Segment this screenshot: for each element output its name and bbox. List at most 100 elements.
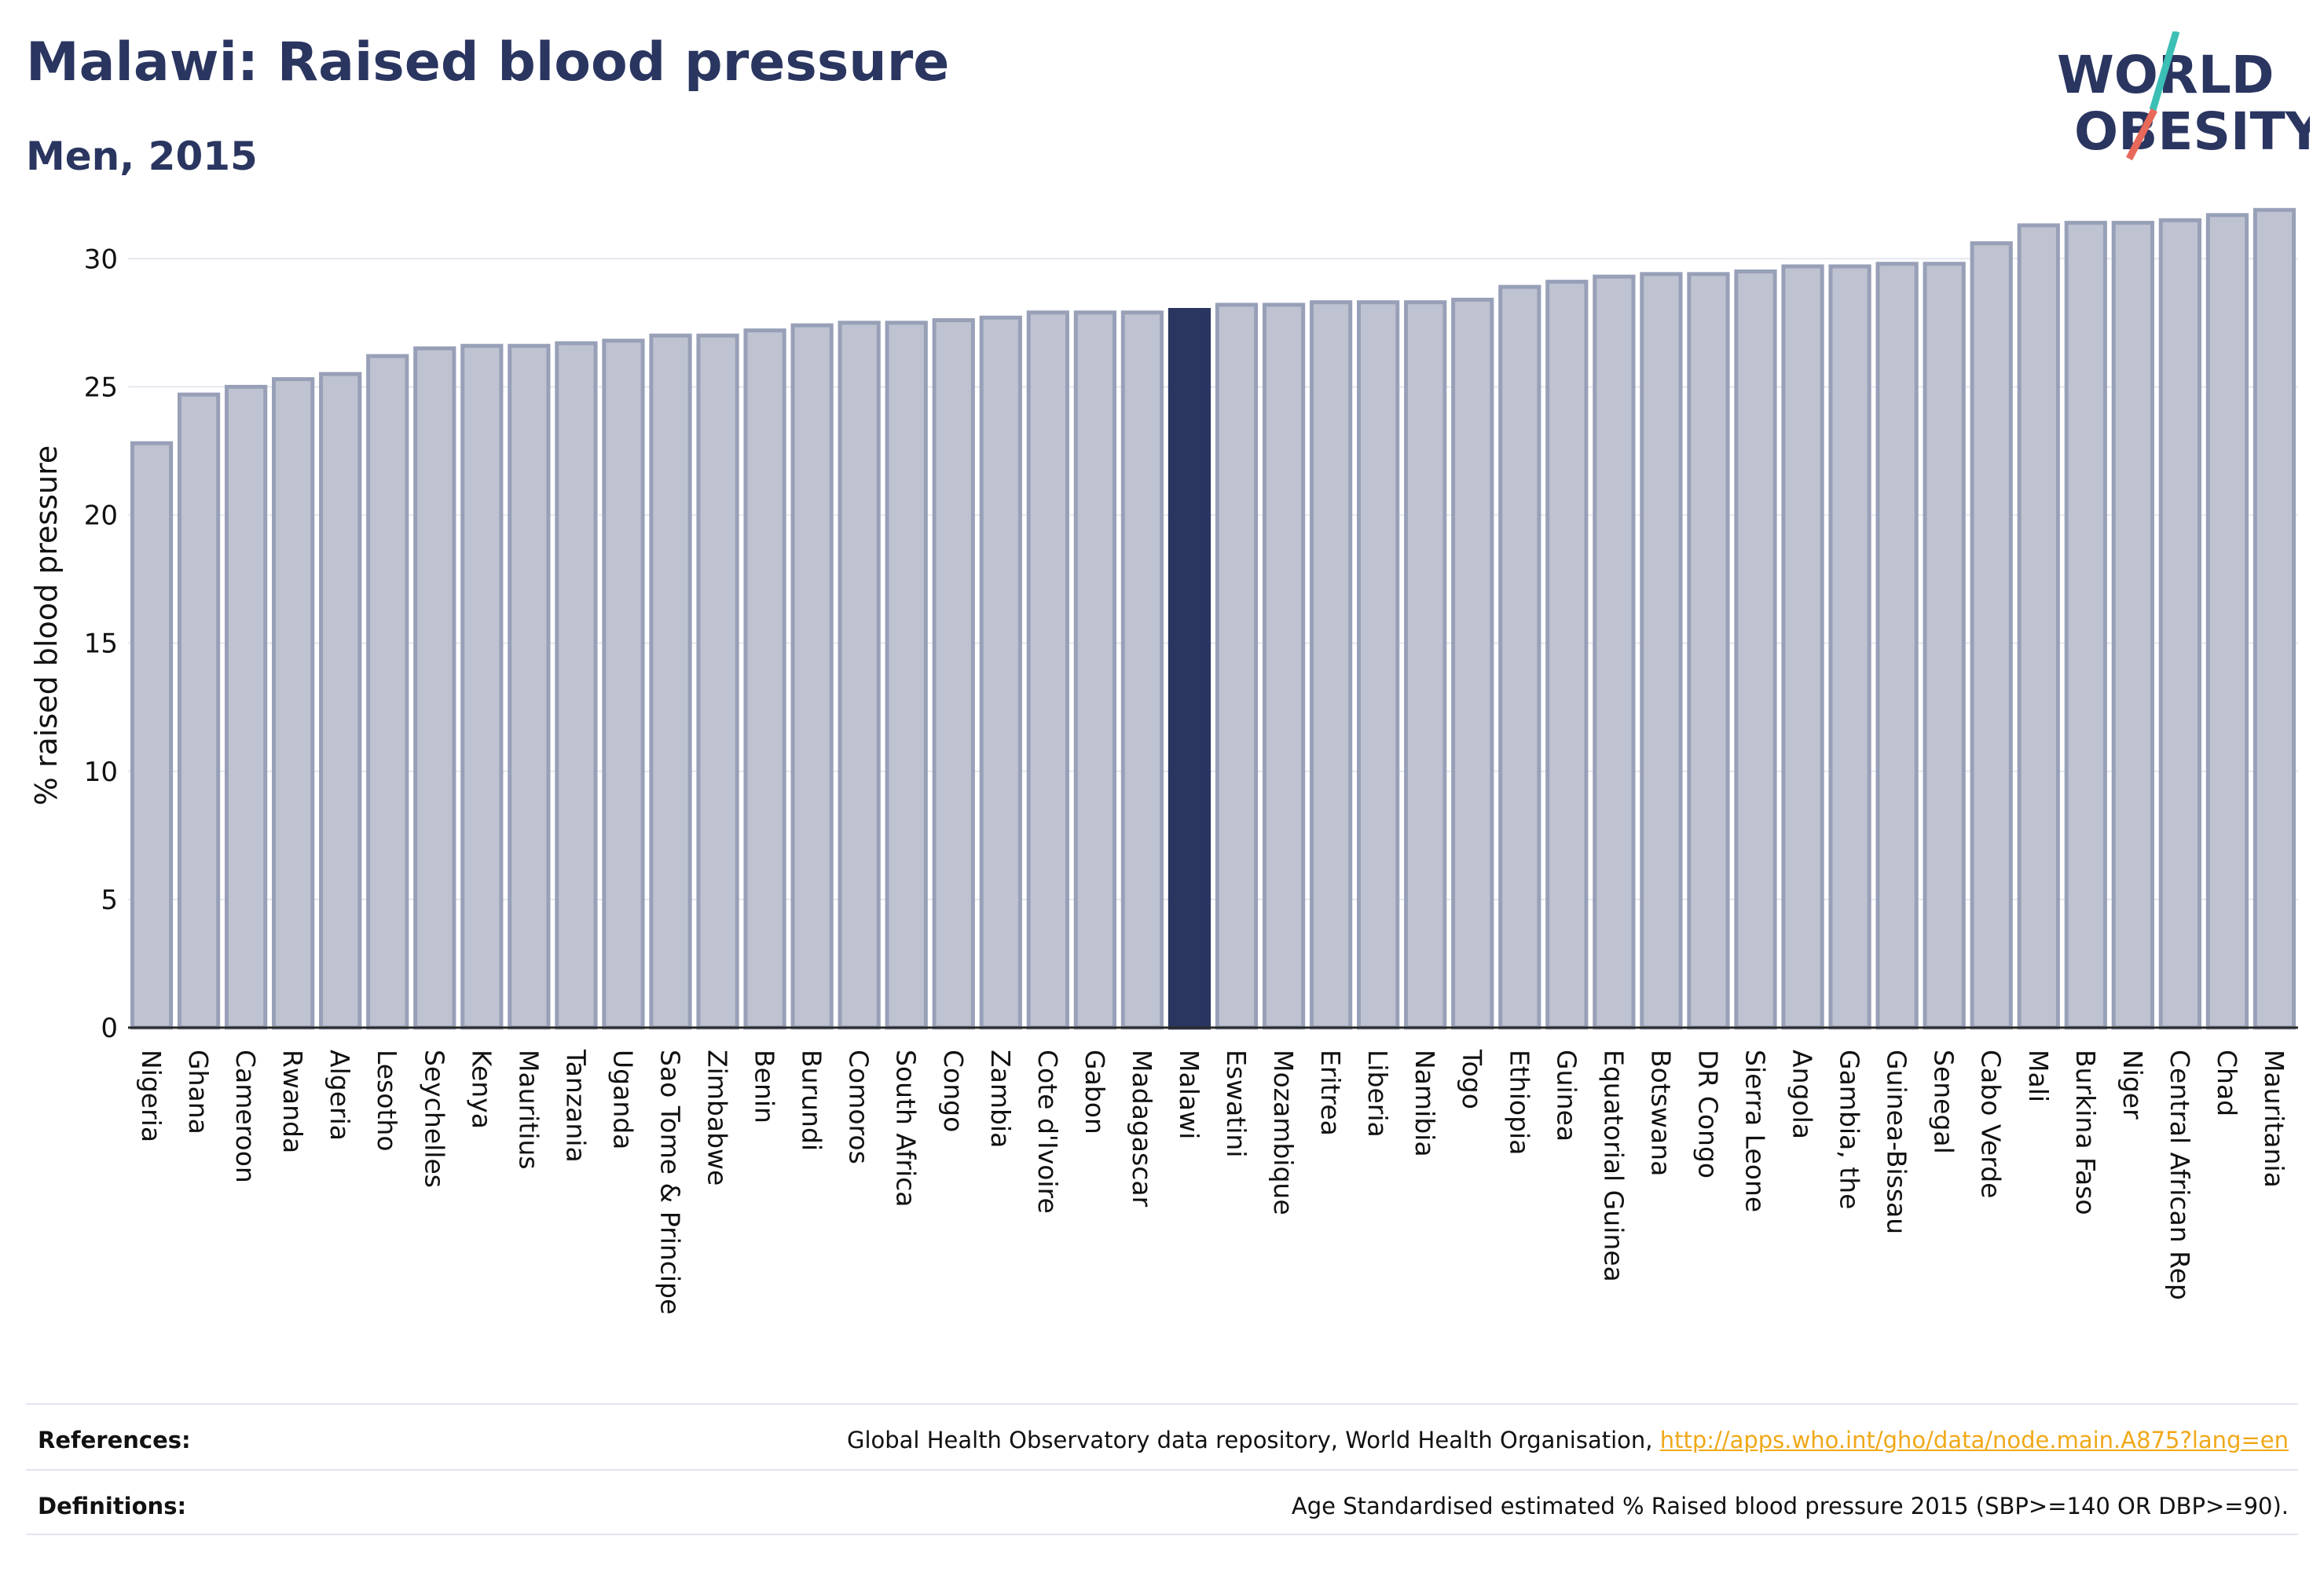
bar <box>1404 300 1447 1030</box>
bar <box>696 333 739 1030</box>
x-tick-label: Guinea <box>1551 1050 1582 1142</box>
bar <box>177 392 221 1030</box>
bar <box>555 341 598 1030</box>
bar <box>979 315 1022 1030</box>
bar <box>1781 264 1824 1030</box>
x-tick-label: Sao Tome & Principe <box>655 1050 686 1314</box>
bar <box>130 441 174 1030</box>
y-tick-label: 25 <box>84 372 118 403</box>
bar <box>1593 274 1636 1030</box>
y-tick-label: 15 <box>84 629 118 660</box>
x-tick-label: Gabon <box>1080 1050 1110 1134</box>
x-tick-label: Mozambique <box>1268 1050 1299 1215</box>
bar <box>1923 262 1966 1030</box>
x-tick-label: Congo <box>938 1050 969 1132</box>
bar <box>602 339 645 1030</box>
x-tick-label: Eswatini <box>1221 1050 1252 1157</box>
x-tick-label: Rwanda <box>277 1050 308 1153</box>
x-tick-label: Burundi <box>797 1050 827 1151</box>
x-tick-label: Mali <box>2023 1050 2054 1102</box>
bar <box>838 321 881 1030</box>
x-tick-label: Gambia, the <box>1835 1050 1865 1209</box>
bar <box>932 318 975 1030</box>
chart-title: Malawi: Raised blood pressure <box>26 31 950 93</box>
y-tick-label: 5 <box>101 885 118 916</box>
x-tick-label: Cabo Verde <box>1976 1050 2007 1198</box>
bar <box>743 328 786 1030</box>
x-tick-label: Central African Rep <box>2165 1050 2195 1300</box>
y-axis-label: % raised blood pressure <box>29 445 64 806</box>
bar <box>2158 218 2202 1030</box>
logo-slash-teal <box>2149 31 2180 112</box>
x-tick-label: Kenya <box>466 1050 497 1129</box>
x-tick-label: Angola <box>1787 1050 1818 1139</box>
x-tick-label: Algeria <box>324 1050 355 1141</box>
bar <box>224 384 268 1030</box>
x-tick-label: Botswana <box>1645 1050 1676 1176</box>
footer-divider-middle <box>26 1469 2298 1471</box>
x-tick-label: Nigeria <box>136 1050 167 1142</box>
x-tick-label: Lesotho <box>372 1050 402 1152</box>
references-label: References: <box>38 1427 191 1453</box>
bar <box>2205 213 2249 1030</box>
x-tick-label: Ethiopia <box>1504 1050 1534 1155</box>
x-tick-label: Uganda <box>607 1050 638 1149</box>
x-tick-label: Burkina Faso <box>2070 1050 2101 1215</box>
references-text: Global Health Observatory data repositor… <box>847 1427 2289 1453</box>
bar <box>413 346 456 1030</box>
x-tick-label: Cote d'Ivoire <box>1032 1050 1063 1214</box>
bar <box>1687 272 1730 1030</box>
references-source: Global Health Observatory data repositor… <box>846 1427 1653 1453</box>
bar <box>319 372 362 1030</box>
bar <box>2111 221 2154 1030</box>
bar <box>1640 272 1683 1030</box>
x-tick-label: Madagascar <box>1127 1050 1157 1208</box>
chart-subtitle: Men, 2015 <box>26 134 258 179</box>
y-tick-label: 10 <box>84 757 118 788</box>
world-obesity-logo: WORLD OBESITY <box>2057 31 2310 162</box>
bar <box>366 354 409 1030</box>
logo-line2: OBESITY <box>2074 101 2310 162</box>
x-tick-label: Ghana <box>183 1050 214 1134</box>
x-tick-label: Eritrea <box>1315 1050 1346 1136</box>
bar <box>1357 300 1400 1030</box>
y-tick-label: 0 <box>101 1013 118 1044</box>
logo-slash-red <box>2126 108 2157 161</box>
x-tick-label: Equatorial Guinea <box>1598 1050 1629 1282</box>
bar <box>1545 280 1589 1030</box>
footer-divider-top <box>26 1403 2298 1405</box>
bar <box>1309 300 1353 1030</box>
bar-highlight <box>1167 308 1211 1030</box>
x-tick-label: Tanzania <box>560 1049 591 1163</box>
footer-divider-bottom <box>26 1534 2298 1535</box>
x-tick-label: Zimbabwe <box>702 1050 733 1186</box>
bar <box>1073 310 1117 1030</box>
x-tick-label: Namibia <box>1409 1050 1440 1157</box>
y-tick-label: 20 <box>84 500 118 532</box>
x-tick-label: DR Congo <box>1692 1050 1723 1178</box>
x-tick-label: Senegal <box>1929 1050 1959 1154</box>
bar <box>1734 269 1777 1030</box>
x-tick-label: Guinea-Bissau <box>1882 1050 1912 1234</box>
x-tick-label: Chad <box>2212 1050 2242 1116</box>
definitions-text: Age Standardised estimated % Raised bloo… <box>1291 1493 2289 1519</box>
bar <box>1451 297 1494 1030</box>
x-tick-label: South Africa <box>891 1050 922 1208</box>
references-link[interactable]: http://apps.who.int/gho/data/node.main.A… <box>1659 1427 2289 1453</box>
x-tick-label: Niger <box>2117 1050 2148 1120</box>
x-tick-label: Malawi <box>1174 1050 1204 1139</box>
x-tick-label: Liberia <box>1362 1050 1393 1138</box>
x-tick-label: Cameroon <box>230 1050 261 1183</box>
bar <box>1215 302 1259 1030</box>
bar <box>508 343 551 1030</box>
x-tick-label: Togo <box>1457 1049 1487 1109</box>
x-tick-label: Mauritius <box>513 1050 544 1170</box>
bar-chart: 0 5 10 15 20 25 30 % raised blood pressure Niger… <box>29 207 2298 1314</box>
bar <box>2253 207 2297 1030</box>
bar <box>790 323 834 1030</box>
x-tick-label: Comoros <box>844 1050 874 1164</box>
bar <box>460 343 504 1030</box>
x-tick-label: Zambia <box>985 1050 1016 1148</box>
bar <box>1498 284 1541 1030</box>
x-tick-label: Sierra Leone <box>1740 1050 1771 1212</box>
